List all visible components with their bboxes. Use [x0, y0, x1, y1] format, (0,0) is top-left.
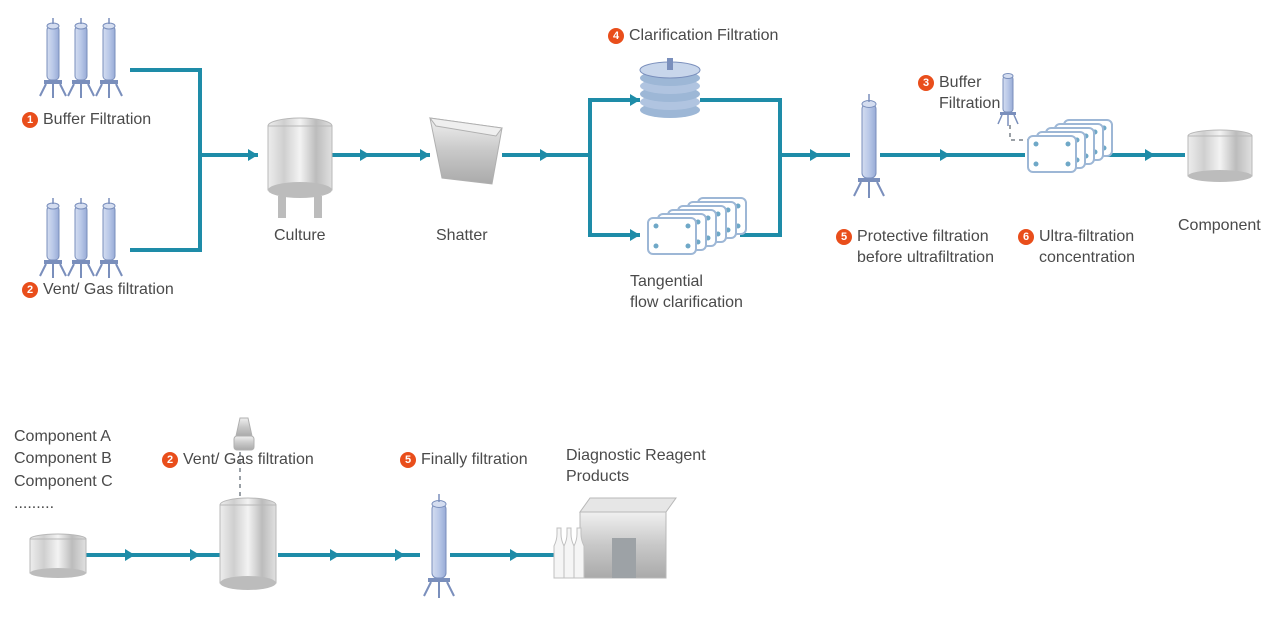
components-list: Component A Component B Component C ....… — [14, 426, 113, 516]
finally-filtration-text: Finally filtration — [421, 451, 528, 468]
buffer-filtration-1-label: 1 Buffer Filtration — [22, 110, 151, 131]
buffer-filtration-3-icon — [998, 74, 1018, 127]
tangential-flow-icon — [648, 198, 746, 254]
component-label: Component — [1178, 216, 1261, 237]
vent-gas-2-text: Vent/ Gas filtration — [183, 451, 314, 468]
badge-1-icon: 1 — [22, 112, 38, 128]
finally-filtration-label: 5 Finally filtration — [400, 450, 528, 471]
badge-2b-icon: 2 — [162, 452, 178, 468]
badge-5-icon: 5 — [836, 229, 852, 245]
ultra-label: 6 Ultra-filtration concentration — [1018, 206, 1135, 268]
components-cylinder-icon — [30, 534, 86, 578]
badge-3-icon: 3 — [918, 75, 934, 91]
buffer-filtration-1-icon — [40, 18, 122, 98]
buffer-filtration-3-text: Buffer Filtration — [939, 73, 1000, 115]
culture-tank-icon — [268, 118, 332, 218]
component-cylinder-icon — [1188, 130, 1252, 182]
buffer-filtration-1-text: Buffer Filtration — [43, 111, 151, 128]
badge-4-icon: 4 — [608, 28, 624, 44]
component-c-text: Component C — [14, 471, 113, 493]
protective-text: Protective filtration before ultrafiltra… — [857, 227, 994, 269]
diagnostic-products-icon — [554, 498, 676, 578]
vent-gas-1-icon — [40, 198, 122, 278]
clarification-text: Clarification Filtration — [629, 27, 778, 44]
protective-label: 5 Protective filtration before ultrafiltr… — [836, 206, 994, 268]
ultra-filtration-icon — [1028, 120, 1112, 172]
tangential-label: Tangential flow clarification — [630, 272, 743, 314]
diagram-canvas — [0, 0, 1287, 633]
ultra-text: Ultra-filtration concentration — [1039, 227, 1135, 269]
finally-filtration-icon — [424, 494, 454, 598]
protective-filtration-icon — [854, 94, 884, 198]
shatter-icon — [430, 118, 502, 184]
component-a-text: Component A — [14, 426, 113, 448]
diagnostic-label: Diagnostic Reagent Products — [566, 446, 706, 488]
vent-gas-1-text: Vent/ Gas filtration — [43, 281, 174, 298]
component-dots-text: ......... — [14, 493, 113, 515]
badge-2-icon: 2 — [22, 282, 38, 298]
vent-filter-cone-icon — [234, 418, 254, 450]
clarification-discs-icon — [640, 58, 700, 118]
culture-label: Culture — [274, 226, 326, 247]
buffer-filtration-3-label: 3 Buffer Filtration — [918, 52, 1000, 114]
badge-6-icon: 6 — [1018, 229, 1034, 245]
badge-5b-icon: 5 — [400, 452, 416, 468]
component-b-text: Component B — [14, 448, 113, 470]
clarification-label: 4 Clarification Filtration — [608, 26, 778, 47]
vent-gas-2-label: 2 Vent/ Gas filtration — [162, 450, 314, 471]
vent-gas-1-label: 2 Vent/ Gas filtration — [22, 280, 174, 301]
lower-tank-icon — [220, 498, 276, 590]
shatter-label: Shatter — [436, 226, 488, 247]
